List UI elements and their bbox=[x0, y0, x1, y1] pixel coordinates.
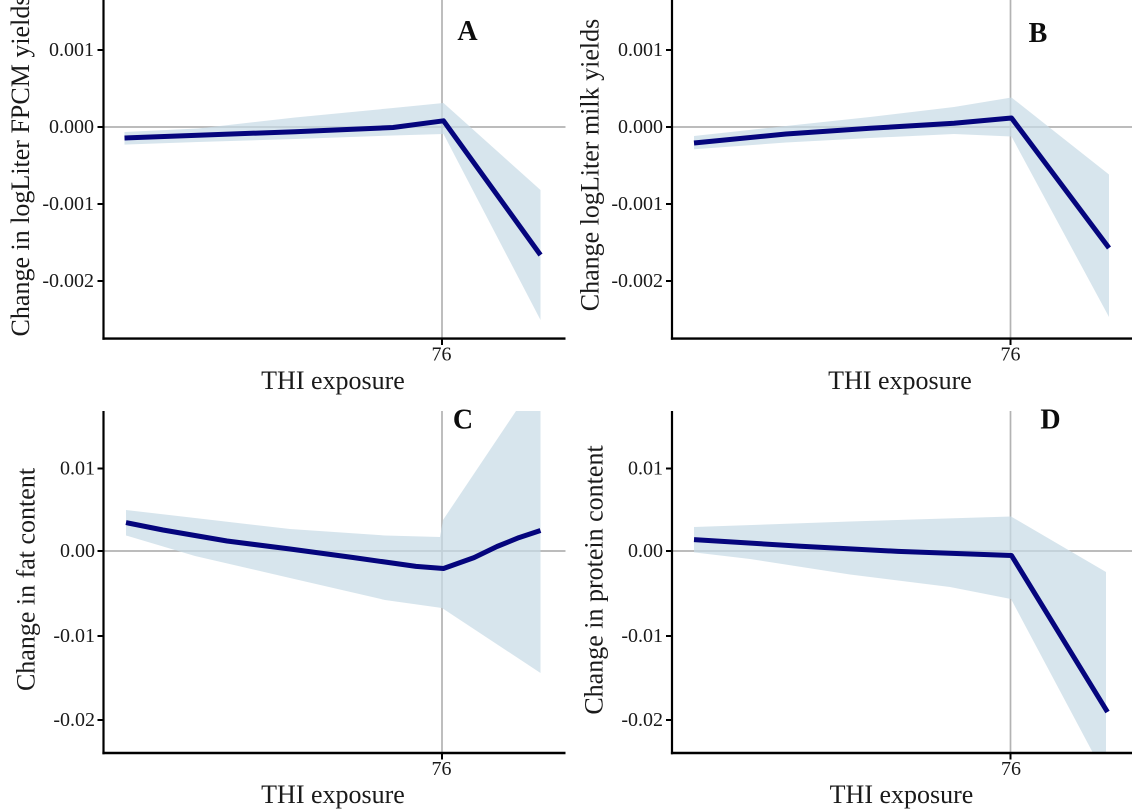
svg-text:THI exposure: THI exposure bbox=[828, 366, 972, 395]
svg-text:A: A bbox=[457, 16, 478, 47]
svg-text:THI exposure: THI exposure bbox=[830, 780, 974, 809]
svg-text:0.01: 0.01 bbox=[60, 458, 95, 480]
svg-text:76: 76 bbox=[432, 758, 452, 780]
svg-text:-0.002: -0.002 bbox=[611, 270, 663, 292]
svg-text:-0.02: -0.02 bbox=[621, 709, 663, 731]
svg-text:0.001: 0.001 bbox=[618, 39, 663, 61]
svg-text:-0.01: -0.01 bbox=[53, 625, 95, 647]
svg-text:THI exposure: THI exposure bbox=[261, 780, 405, 809]
svg-text:Change in logLiter FPCM yields: Change in logLiter FPCM yields bbox=[6, 0, 35, 336]
svg-text:THI exposure: THI exposure bbox=[261, 366, 405, 395]
svg-text:C: C bbox=[453, 405, 473, 436]
svg-text:Change in fat content: Change in fat content bbox=[12, 467, 41, 691]
svg-text:-0.001: -0.001 bbox=[611, 193, 663, 215]
svg-text:D: D bbox=[1040, 405, 1060, 436]
svg-text:76: 76 bbox=[1001, 344, 1021, 366]
svg-text:Change in protein content: Change in protein content bbox=[580, 445, 609, 715]
svg-text:0.00: 0.00 bbox=[628, 540, 663, 562]
svg-text:-0.001: -0.001 bbox=[42, 193, 94, 215]
svg-text:76: 76 bbox=[432, 344, 452, 366]
svg-text:-0.02: -0.02 bbox=[53, 709, 95, 731]
svg-text:0.00: 0.00 bbox=[60, 540, 95, 562]
svg-text:0.000: 0.000 bbox=[49, 116, 94, 138]
svg-text:Change logLiter milk yields: Change logLiter milk yields bbox=[576, 19, 605, 311]
svg-text:0.01: 0.01 bbox=[628, 458, 663, 480]
svg-text:-0.01: -0.01 bbox=[621, 625, 663, 647]
svg-text:0.001: 0.001 bbox=[49, 39, 94, 61]
svg-text:76: 76 bbox=[1001, 758, 1021, 780]
svg-text:0.000: 0.000 bbox=[618, 116, 663, 138]
svg-text:B: B bbox=[1029, 18, 1048, 49]
svg-text:-0.002: -0.002 bbox=[42, 270, 94, 292]
